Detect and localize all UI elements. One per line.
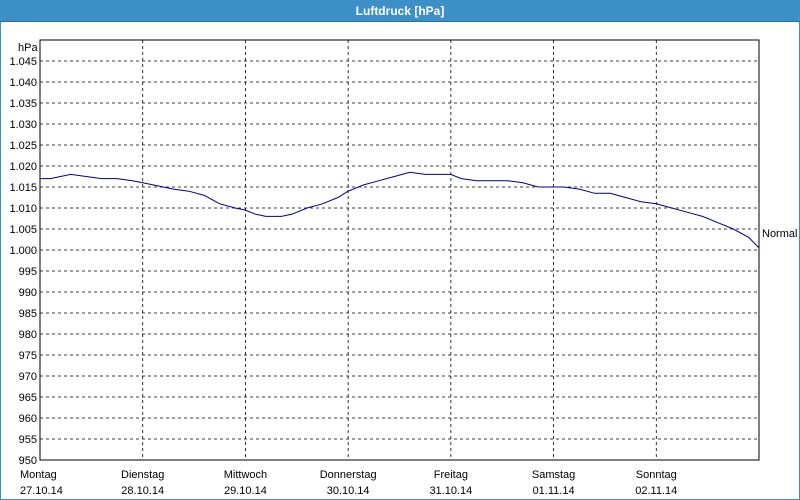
y-tick-label: 980 <box>19 329 37 341</box>
y-tick-label: 985 <box>19 308 37 320</box>
grid-lines <box>40 40 759 461</box>
x-tick-date: 01.11.14 <box>533 485 575 497</box>
x-tick-day: Mittwoch <box>224 469 267 481</box>
y-tick-label: 1.045 <box>9 56 37 68</box>
reference-label: Normal <box>762 228 797 240</box>
y-tick-label: 995 <box>19 266 37 278</box>
y-tick-label: 1.035 <box>9 98 37 110</box>
y-tick-label: 1.005 <box>9 224 37 236</box>
y-axis-label: hPa <box>18 42 38 54</box>
y-tick-label: 955 <box>19 434 37 446</box>
x-tick-day: Montag <box>20 469 57 481</box>
y-tick-label: 1.020 <box>9 161 37 173</box>
x-tick-date: 27.10.14 <box>20 485 63 497</box>
y-axis-ticks: 950 955 960 965 970 975 980 985 990 995 1.000 1.005… <box>9 56 37 467</box>
series-line <box>40 171 760 249</box>
y-tick-label: 975 <box>19 350 37 362</box>
y-tick-label: 960 <box>19 413 37 425</box>
y-tick-label: 1.010 <box>9 203 37 215</box>
x-tick-day: Dienstag <box>121 469 164 481</box>
x-tick-date: 29.10.14 <box>224 485 267 497</box>
y-tick-label: 1.025 <box>9 140 37 152</box>
y-tick-label: 970 <box>19 371 37 383</box>
y-tick-label: 1.015 <box>9 182 37 194</box>
y-tick-label: 965 <box>19 392 37 404</box>
y-tick-label: 950 <box>19 455 37 467</box>
x-tick-day: Sonntag <box>636 469 677 481</box>
x-tick-date: 28.10.14 <box>121 485 164 497</box>
x-tick-day: Freitag <box>434 469 468 481</box>
y-tick-label: 990 <box>19 287 37 299</box>
y-tick-label: 1.040 <box>9 77 37 89</box>
x-tick-date: 02.11.14 <box>635 485 677 497</box>
chart-title: Luftdruck [hPa] <box>0 0 800 22</box>
plot-border <box>39 39 760 461</box>
x-tick-date: 31.10.14 <box>429 485 472 497</box>
y-tick-label: 1.030 <box>9 119 37 131</box>
x-tick-day: Samstag <box>532 469 575 481</box>
y-tick-label: 1.000 <box>9 245 37 257</box>
x-tick-day: Donnerstag <box>320 469 377 481</box>
x-tick-date: 30.10.14 <box>327 485 370 497</box>
x-axis-ticks: Montag 27.10.14 Dienstag 28.10.14 Mittwoch 29… <box>20 469 677 497</box>
